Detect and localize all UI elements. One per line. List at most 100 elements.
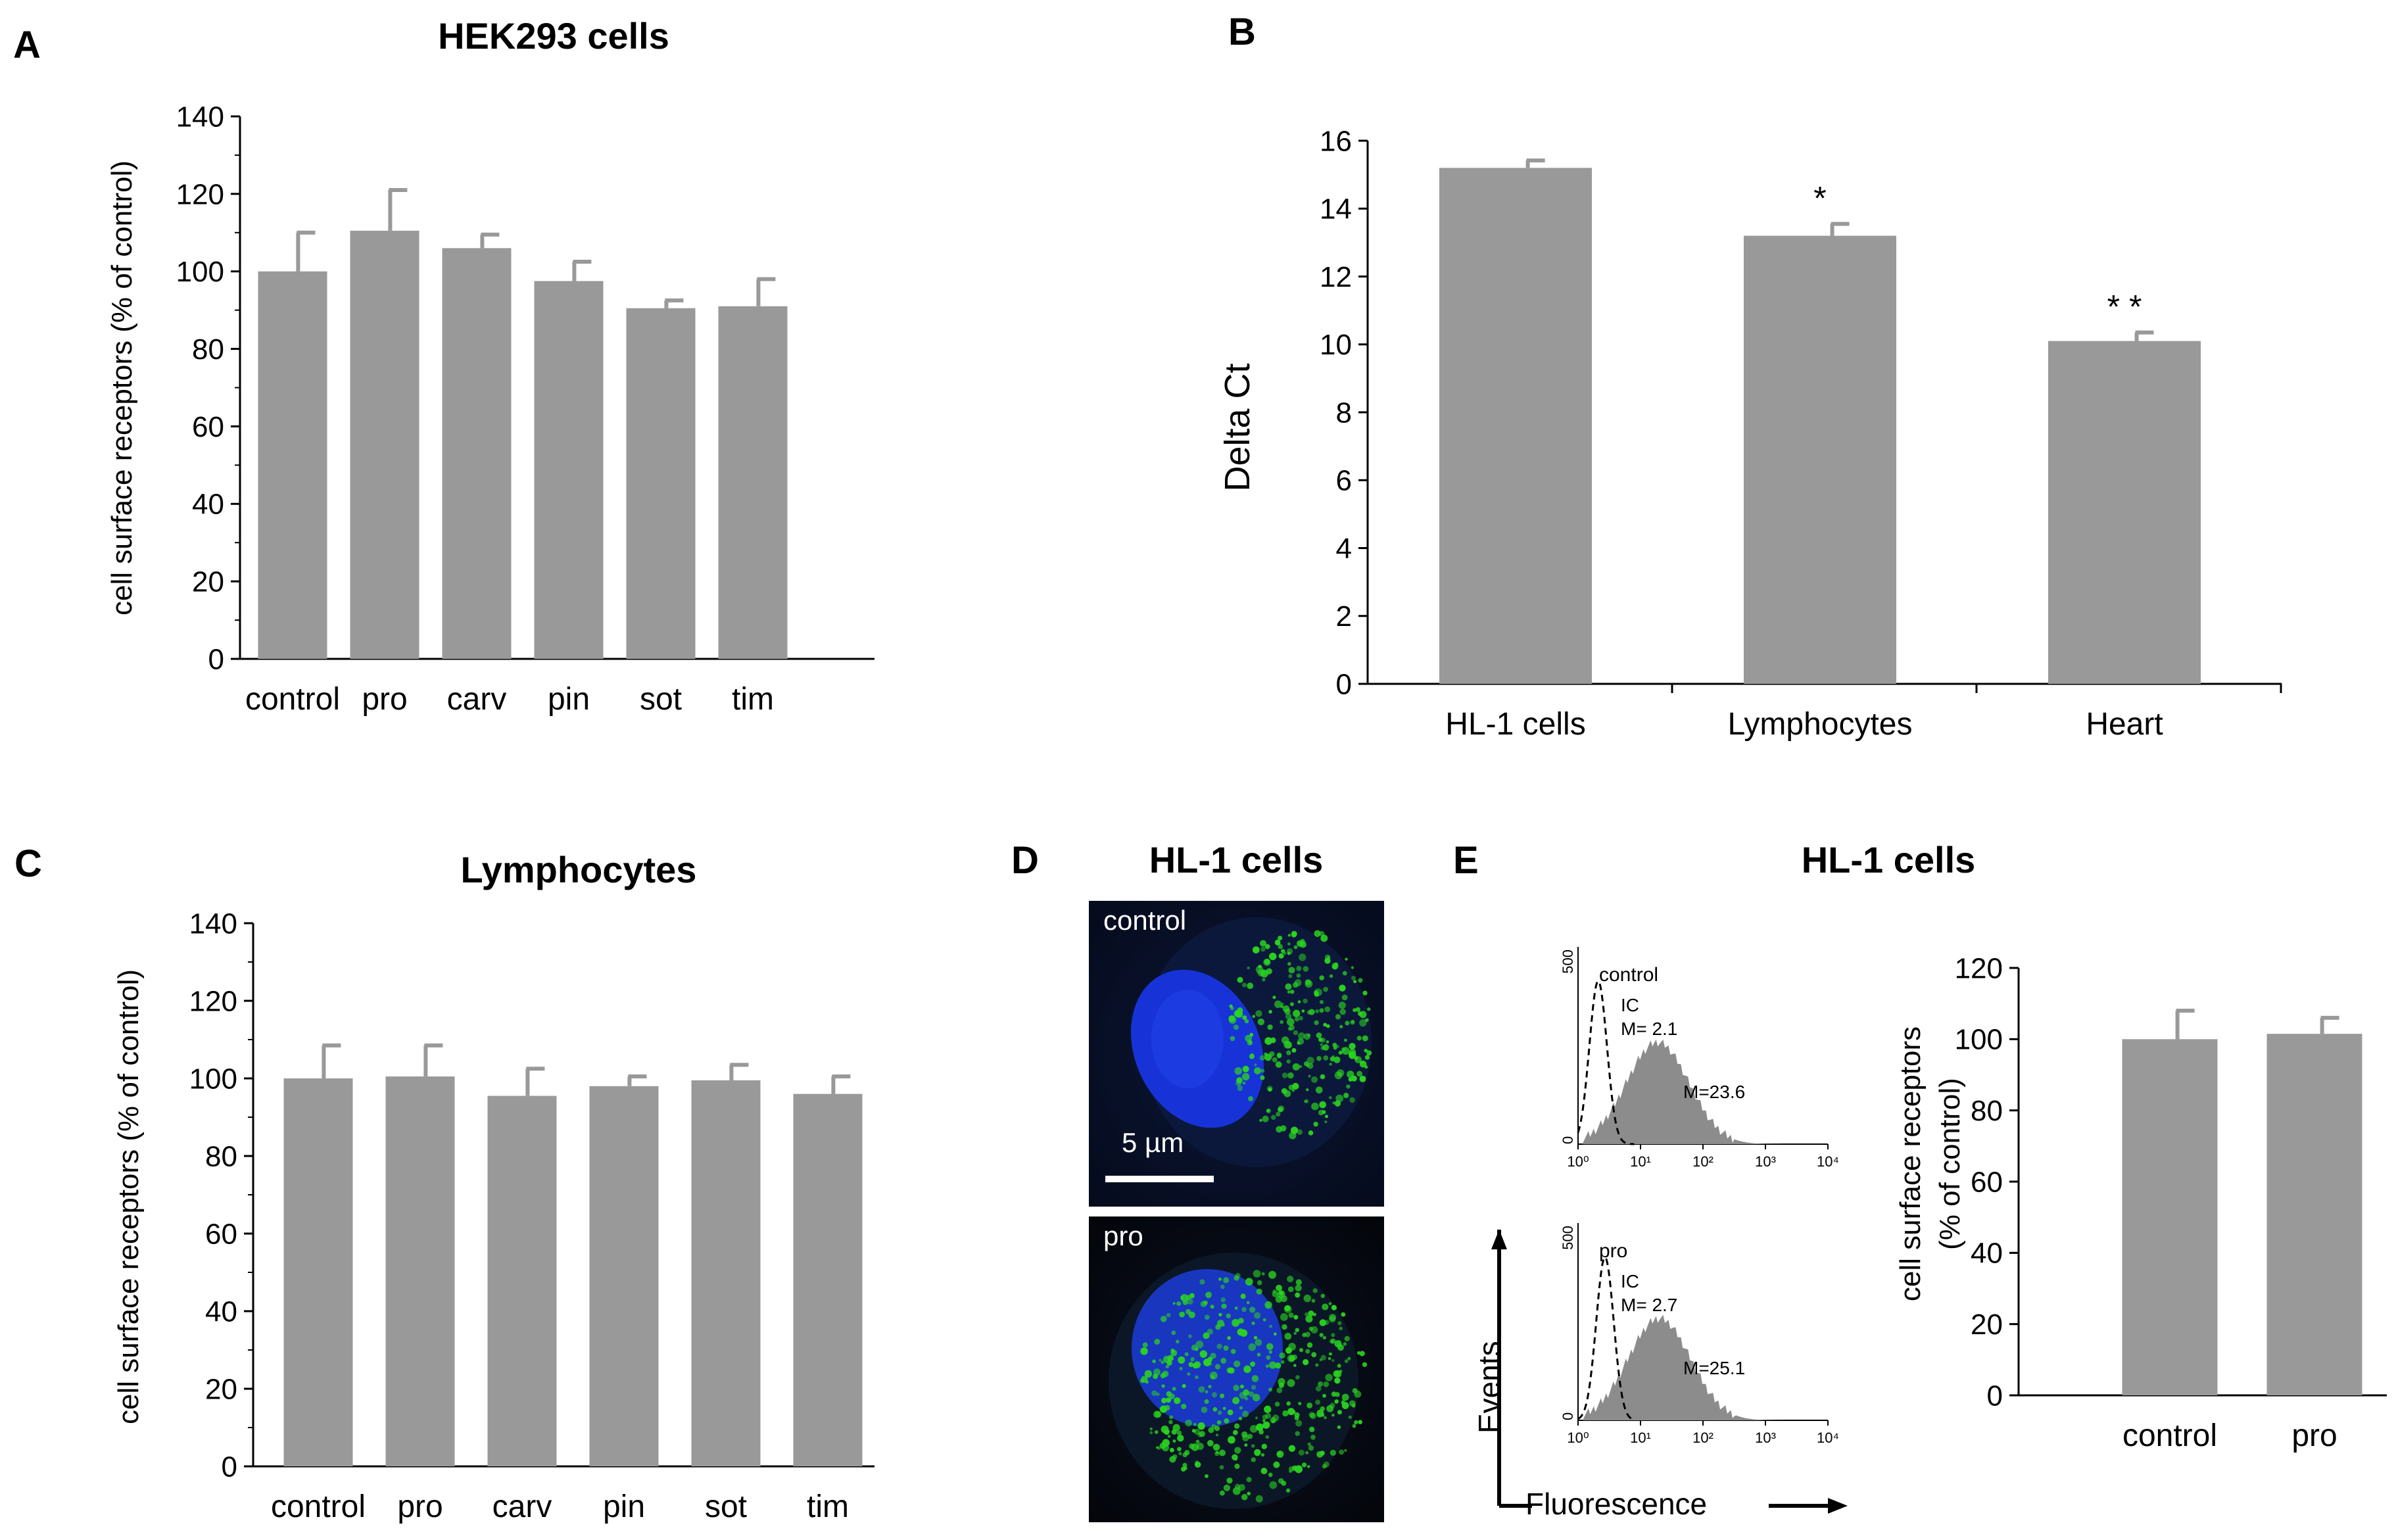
receptor-speckle bbox=[1351, 966, 1354, 969]
receptor-speckle bbox=[1247, 966, 1250, 970]
receptor-speckle bbox=[1276, 1126, 1283, 1133]
receptor-speckle bbox=[1328, 1352, 1332, 1356]
receptor-speckle bbox=[1305, 1312, 1309, 1316]
receptor-speckle bbox=[1284, 1008, 1291, 1015]
receptor-speckle bbox=[1288, 974, 1293, 978]
receptor-speckle bbox=[1311, 1076, 1318, 1083]
receptor-speckle bbox=[1335, 1094, 1344, 1103]
receptor-speckle bbox=[1165, 1364, 1170, 1369]
receptor-speckle bbox=[1204, 1399, 1209, 1405]
receptor-speckle bbox=[1328, 1302, 1332, 1305]
receptor-speckle bbox=[1281, 949, 1285, 953]
receptor-speckle bbox=[1339, 1024, 1343, 1028]
y-tick-label: 140 bbox=[176, 101, 224, 133]
receptor-speckle bbox=[1272, 1414, 1280, 1422]
receptor-speckle bbox=[1339, 984, 1346, 992]
receptor-speckle bbox=[1144, 1370, 1153, 1378]
bar-chart-delta-ct: 0 2 4 6 8 10 12 14 16 HL-1 cells Lymphocytes * Heart… bbox=[1218, 125, 2282, 742]
receptor-speckle bbox=[1260, 1069, 1265, 1073]
receptor-speckle bbox=[1273, 1461, 1280, 1468]
receptor-speckle bbox=[1337, 1410, 1342, 1415]
receptor-speckle bbox=[1277, 936, 1283, 941]
receptor-speckle bbox=[1324, 1320, 1330, 1326]
bar-control bbox=[2122, 1039, 2218, 1395]
receptor-speckle bbox=[1193, 1423, 1197, 1426]
receptor-speckle bbox=[1310, 1434, 1316, 1440]
bar-pro bbox=[385, 1076, 455, 1466]
receptor-speckle bbox=[1140, 1347, 1148, 1355]
fluorescence-axis-label: Fluorescence bbox=[1525, 1487, 1708, 1521]
receptor-speckle bbox=[1287, 1286, 1294, 1292]
receptor-speckle bbox=[1274, 1000, 1282, 1008]
receptor-speckle bbox=[1266, 1355, 1271, 1360]
receptor-speckle bbox=[1169, 1447, 1174, 1453]
receptor-speckle bbox=[1179, 1366, 1183, 1370]
y-tick-label: 0 bbox=[1987, 1380, 2003, 1412]
receptor-speckle bbox=[1243, 1365, 1251, 1374]
receptor-speckle bbox=[1257, 1280, 1262, 1286]
y-tick-label: 20 bbox=[1971, 1309, 2003, 1341]
receptor-speckle bbox=[1262, 1419, 1266, 1422]
receptor-speckle bbox=[1330, 1449, 1337, 1456]
receptor-speckle bbox=[1285, 1347, 1292, 1354]
receptor-speckle bbox=[1307, 1465, 1310, 1468]
receptor-speckle bbox=[1286, 1059, 1291, 1064]
receptor-speckle bbox=[1354, 1055, 1362, 1063]
receptor-speckle bbox=[1295, 1292, 1301, 1298]
receptor-speckle bbox=[1285, 1013, 1292, 1020]
receptor-speckle bbox=[1342, 971, 1347, 976]
receptor-speckle bbox=[1241, 1494, 1248, 1501]
receptor-speckle bbox=[1242, 1015, 1247, 1021]
receptor-speckle bbox=[1251, 1321, 1255, 1325]
receptor-speckle bbox=[1338, 1001, 1346, 1009]
receptor-speckle bbox=[1312, 1288, 1318, 1293]
receptor-speckle bbox=[1251, 1457, 1256, 1462]
events-axis-label: Events bbox=[1472, 1341, 1506, 1433]
receptor-speckle bbox=[1269, 1481, 1278, 1489]
receptor-speckle bbox=[1182, 1462, 1187, 1468]
receptor-speckle bbox=[1297, 1041, 1301, 1045]
receptor-speckle bbox=[1255, 1495, 1263, 1503]
receptor-speckle bbox=[1318, 1381, 1324, 1387]
hist-x-tick-label: 10³ bbox=[1755, 1153, 1776, 1170]
receptor-speckle bbox=[1308, 1445, 1314, 1451]
receptor-speckle bbox=[1251, 1444, 1255, 1448]
y-tick-label: 120 bbox=[176, 178, 224, 210]
receptor-speckle bbox=[1149, 1428, 1153, 1431]
receptor-speckle bbox=[1276, 1387, 1283, 1393]
receptor-speckle bbox=[1195, 1439, 1200, 1444]
hist-x-tick-label: 10² bbox=[1692, 1430, 1713, 1446]
receptor-speckle bbox=[1325, 1374, 1333, 1382]
receptor-speckle bbox=[1331, 1333, 1335, 1337]
receptor-speckle bbox=[1306, 1342, 1313, 1348]
receptor-speckle bbox=[1178, 1452, 1182, 1456]
receptor-speckle bbox=[1331, 1359, 1335, 1362]
receptor-speckle bbox=[1364, 1055, 1370, 1060]
receptor-speckle bbox=[1293, 1314, 1299, 1320]
receptor-speckle bbox=[1272, 996, 1276, 999]
receptor-speckle bbox=[1234, 1463, 1240, 1469]
receptor-speckle bbox=[1145, 1380, 1149, 1384]
hist-sample-label: pro bbox=[1599, 1240, 1627, 1262]
receptor-speckle bbox=[1169, 1456, 1176, 1463]
receptor-speckle bbox=[1247, 1433, 1253, 1439]
receptor-speckle bbox=[1262, 978, 1266, 982]
receptor-speckle bbox=[1272, 1289, 1277, 1293]
receptor-speckle bbox=[1251, 1053, 1254, 1057]
receptor-speckle bbox=[1282, 1324, 1287, 1330]
x-tick-label: pro bbox=[2291, 1418, 2337, 1453]
receptor-speckle bbox=[1298, 1401, 1302, 1406]
receptor-speckle bbox=[1277, 1452, 1282, 1456]
receptor-speckle bbox=[1226, 1478, 1233, 1484]
receptor-speckle bbox=[1328, 1357, 1331, 1360]
y-tick-label: 100 bbox=[176, 256, 224, 288]
receptor-speckle bbox=[1354, 1420, 1358, 1424]
receptor-speckle bbox=[1324, 1120, 1328, 1124]
receptor-speckle bbox=[1322, 1393, 1326, 1398]
receptor-speckle bbox=[1229, 1004, 1233, 1008]
receptor-speckle bbox=[1239, 1391, 1247, 1399]
receptor-speckle bbox=[1295, 1375, 1300, 1380]
y-tick-label: 20 bbox=[192, 566, 224, 598]
histogram-control: 500 0 10⁰ 10¹ 10² 10³ 10⁴ control IC M= 2.1 M=23.6 bbox=[1560, 947, 1839, 1170]
hist-y-min-label: 0 bbox=[1560, 1136, 1576, 1144]
